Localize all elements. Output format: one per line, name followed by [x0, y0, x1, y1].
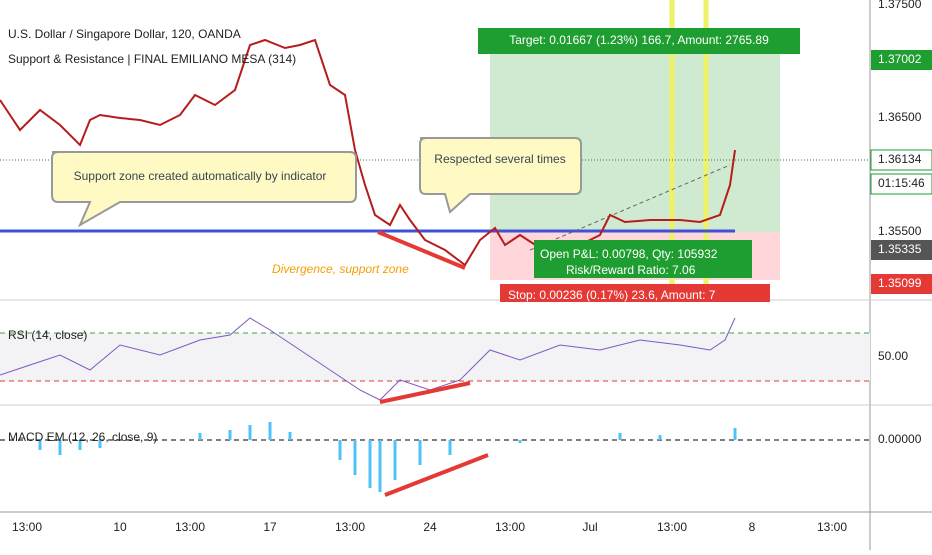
- time-label: 13:00: [335, 520, 365, 534]
- time-label: 13:00: [12, 520, 42, 534]
- time-label: 8: [749, 520, 756, 534]
- time-label: 13:00: [495, 520, 525, 534]
- indicator-label: Support & Resistance | FINAL EMILIANO ME…: [8, 52, 296, 66]
- price-label: 01:15:46: [878, 176, 925, 190]
- time-label: 13:00: [817, 520, 847, 534]
- time-label: Jul: [582, 520, 597, 534]
- rsi-axis: 50.00: [878, 349, 908, 363]
- macd-axis: 0.00000: [878, 432, 922, 446]
- callout-text: Support zone created automatically by in…: [74, 169, 327, 183]
- price-label: 1.37500: [878, 0, 922, 11]
- price-badge: [870, 149, 932, 171]
- time-label: 13:00: [657, 520, 687, 534]
- price-badge: [871, 240, 932, 260]
- price-label: 1.37002: [878, 52, 922, 66]
- stop-label: Stop: 0.00236 (0.17%) 23.6, Amount: 7: [508, 288, 716, 302]
- price-badge: [871, 274, 932, 294]
- price-badge: [870, 173, 932, 195]
- time-label: 17: [263, 520, 277, 534]
- axes: 1.37500 1.37002 1.36500 1.36134 01:15:46 1.35…: [12, 0, 932, 534]
- rr-label: Risk/Reward Ratio: 7.06: [566, 263, 696, 277]
- rsi-label: RSI (14, close): [8, 328, 87, 342]
- time-label: 24: [423, 520, 437, 534]
- price-label: 1.36134: [878, 152, 922, 166]
- price-label: 1.36500: [878, 110, 922, 124]
- callout-text: Respected several times: [434, 152, 565, 166]
- annotation: Divergence, support zone: [272, 262, 409, 276]
- chart-title: U.S. Dollar / Singapore Dollar, 120, OAN…: [8, 27, 241, 41]
- price-badge: [871, 50, 932, 70]
- time-label: 13:00: [175, 520, 205, 534]
- price-label: 1.35099: [878, 276, 922, 290]
- price-label: 1.35500: [878, 224, 922, 238]
- macd-label: MACD EM (12, 26, close, 9): [8, 430, 157, 444]
- time-label: 10: [113, 520, 127, 534]
- price-label: 1.35335: [878, 242, 922, 256]
- pnl-label: Open P&L: 0.00798, Qty: 105932: [540, 247, 718, 261]
- target-label: Target: 0.01667 (1.23%) 166.7, Amount: 2…: [509, 33, 769, 47]
